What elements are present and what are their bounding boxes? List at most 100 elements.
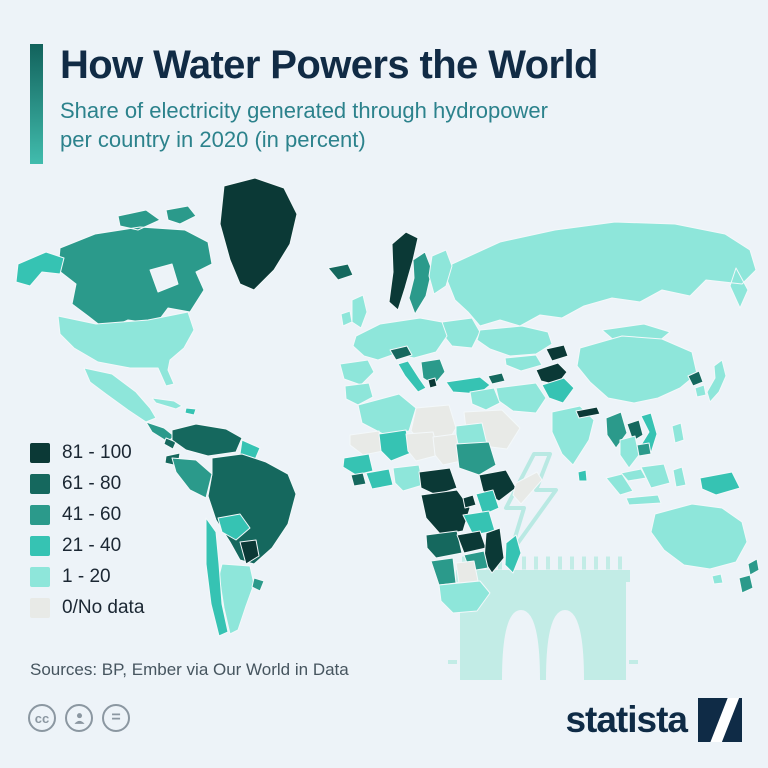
cc-icon[interactable]: cc xyxy=(28,704,56,732)
map-region-chile xyxy=(205,517,229,637)
map-region-peru xyxy=(171,457,213,499)
legend-label: 0/No data xyxy=(62,597,145,618)
map-region-japan xyxy=(706,359,727,403)
map-region-morocco xyxy=(344,382,374,406)
map-region-sierra-leone xyxy=(350,472,367,487)
person-icon xyxy=(73,712,85,724)
map-region-uzbekistan-turkmenistan xyxy=(504,354,543,372)
map-region-paraguay xyxy=(239,539,260,565)
statista-wordmark: statista xyxy=(565,699,688,740)
map-region-sweden xyxy=(408,251,433,315)
map-region-caucasus xyxy=(487,372,506,385)
map-region-tasmania xyxy=(711,573,724,585)
map-region-central-america xyxy=(145,421,175,443)
map-region-iceland xyxy=(327,263,354,281)
map-region-madagascar xyxy=(504,534,522,574)
map-region-cuba xyxy=(151,397,183,410)
map-region-norway xyxy=(388,231,419,311)
legend-label: 21 - 40 xyxy=(62,535,122,556)
no-derivatives-icon[interactable]: = xyxy=(102,704,130,732)
legend-swatch-61-80 xyxy=(30,474,50,494)
hudson-bay xyxy=(149,263,179,293)
map-region-angola xyxy=(425,530,463,559)
header: How Water Powers the World Share of elec… xyxy=(30,44,598,164)
map-region-greenland xyxy=(219,177,298,291)
legend-item: 0/No data xyxy=(30,597,144,619)
legend-label: 41 - 60 xyxy=(62,504,122,525)
map-region-china xyxy=(576,335,698,404)
map-region-south-korea xyxy=(694,384,707,398)
legend-label: 61 - 80 xyxy=(62,473,122,494)
map-region-uk-ireland xyxy=(340,294,368,329)
map-region-mexico xyxy=(83,367,157,423)
map-region-niger xyxy=(405,431,440,462)
legend-swatch-1-20 xyxy=(30,567,50,587)
map-region-namibia xyxy=(430,557,457,586)
legend-item: 61 - 80 xyxy=(30,473,144,495)
legend-item: 41 - 60 xyxy=(30,504,144,526)
map-region-albania xyxy=(427,377,438,389)
map-region-uruguay xyxy=(251,577,265,592)
map-region-eastern-europe xyxy=(441,317,481,349)
map-region-alaska xyxy=(15,251,65,287)
map-region-mali xyxy=(378,429,412,462)
map-region-north-korea xyxy=(687,370,704,387)
legend-item: 21 - 40 xyxy=(30,535,144,557)
legend-swatch-81-100 xyxy=(30,443,50,463)
map-region-laos xyxy=(626,419,644,442)
map-region-canada xyxy=(57,205,213,331)
map-region-usa xyxy=(57,311,195,387)
map-region-chad xyxy=(432,433,462,466)
map-region-philippines xyxy=(671,422,685,444)
map-region-west-africa xyxy=(342,453,374,476)
map-region-nepal-bhutan xyxy=(575,406,601,419)
map-region-south-africa xyxy=(438,580,491,614)
map-region-algeria xyxy=(357,393,417,436)
map-region-thailand xyxy=(619,435,640,469)
map-region-sri-lanka xyxy=(577,469,588,482)
map-region-balkans xyxy=(420,358,446,386)
attribution-icon[interactable] xyxy=(65,704,93,732)
accent-bar xyxy=(30,44,43,164)
map-region-india xyxy=(551,405,595,466)
map-region-hispaniola xyxy=(184,407,197,416)
map-region-kenya xyxy=(475,489,500,516)
lightning-icon xyxy=(504,452,558,556)
map-region-pakistan xyxy=(541,377,575,404)
map-region-somalia xyxy=(512,471,543,505)
header-text: How Water Powers the World Share of elec… xyxy=(60,44,598,164)
legend-item: 1 - 20 xyxy=(30,566,144,588)
map-region-iraq-syria xyxy=(469,387,501,411)
map-region-western-europe xyxy=(352,317,448,361)
world-map xyxy=(15,177,760,637)
legend-label: 81 - 100 xyxy=(62,442,132,463)
map-region-ghana-ivory-coast xyxy=(365,468,394,490)
legend-swatch-41-60 xyxy=(30,505,50,525)
map-region-botswana xyxy=(455,560,479,584)
legend-item: 81 - 100 xyxy=(30,442,144,464)
map-region-finland xyxy=(428,249,453,295)
map-region-colombia-venezuela xyxy=(171,423,243,457)
map-region-italy xyxy=(397,360,427,393)
legend-swatch-no-data xyxy=(30,598,50,618)
statista-logo-mark xyxy=(698,698,742,742)
map-region-uganda xyxy=(462,494,477,509)
map-region-australia xyxy=(650,503,748,570)
legend-label: 1 - 20 xyxy=(62,566,111,587)
map-region-indonesia xyxy=(605,463,687,506)
map-region-russia xyxy=(446,221,757,327)
map-region-drc xyxy=(420,489,471,536)
map-region-kazakhstan xyxy=(476,325,553,357)
map-region-nigeria xyxy=(392,464,424,492)
legend-swatch-21-40 xyxy=(30,536,50,556)
subtitle: Share of electricity generated through h… xyxy=(60,98,548,153)
map-region-new-guinea xyxy=(699,471,741,496)
page-title: How Water Powers the World xyxy=(60,43,598,87)
map-region-new-zealand xyxy=(738,558,760,594)
statista-logo[interactable]: statista xyxy=(565,698,742,742)
map-region-iran xyxy=(495,382,547,414)
legend: 81 - 100 61 - 80 41 - 60 21 - 40 1 - 20 … xyxy=(30,442,144,628)
map-region-cambodia xyxy=(636,442,652,457)
license-icons: cc = xyxy=(28,704,130,732)
